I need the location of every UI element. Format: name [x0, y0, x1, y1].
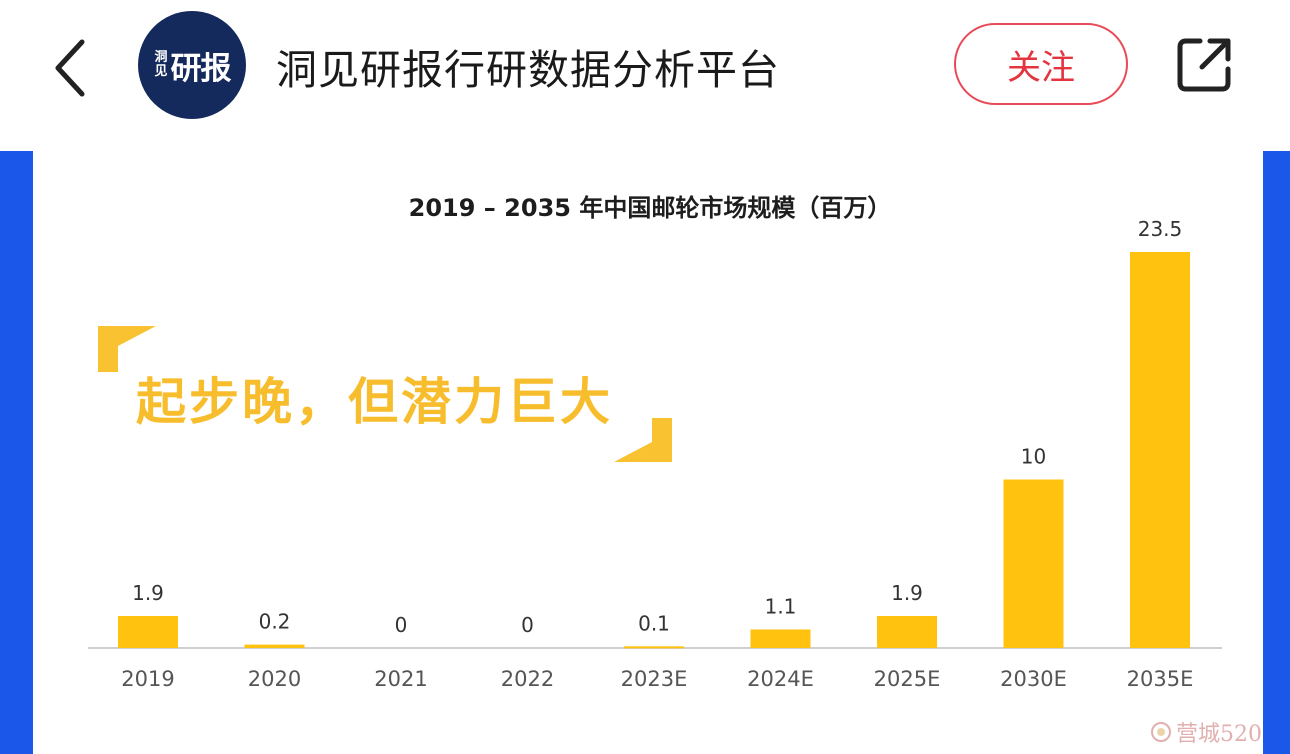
x-tick-2021: 2021 — [374, 667, 427, 691]
x-tick-2024E: 2024E — [747, 667, 814, 691]
share-button[interactable] — [1166, 30, 1242, 100]
corner-top-left-decor — [98, 326, 156, 372]
bar-2024E — [750, 629, 811, 648]
data-label-2030E: 10 — [1021, 444, 1046, 468]
follow-button[interactable]: 关注 — [954, 23, 1128, 105]
bar-2023E — [624, 646, 684, 649]
data-label-2035E: 23.5 — [1138, 217, 1183, 241]
bar-2025E — [877, 615, 937, 648]
avatar-big-text: 研报 — [170, 50, 232, 87]
x-tick-2025E: 2025E — [874, 667, 941, 691]
avatar[interactable]: 洞见 研报 — [138, 11, 246, 119]
bar-2030E — [1003, 479, 1064, 648]
bar-2020 — [244, 644, 305, 648]
x-tick-2022: 2022 — [501, 667, 554, 691]
corner-bottom-right-decor — [614, 418, 672, 462]
watermark-text: 营城520 — [1176, 722, 1262, 747]
x-tick-2019: 2019 — [121, 667, 174, 691]
chart-title: 2019 – 2035 年中国邮轮市场规模（百万） — [408, 194, 892, 222]
bar-2019 — [118, 615, 178, 648]
x-tick-2023E: 2023E — [621, 667, 688, 691]
data-label-2021: 0 — [395, 613, 408, 637]
data-label-2023E: 0.1 — [638, 611, 670, 635]
avatar-small-text: 洞见 — [154, 50, 168, 79]
account-name[interactable]: 洞见研报行研数据分析平台 — [276, 46, 780, 94]
chevron-left-icon — [55, 39, 85, 97]
watermark-logo-icon — [1151, 722, 1171, 742]
right-accent-border — [1263, 151, 1290, 754]
watermark: 营城520 — [1150, 712, 1280, 752]
data-label-2022: 0 — [521, 613, 534, 637]
x-tick-2020: 2020 — [248, 667, 301, 691]
left-accent-border — [0, 151, 33, 754]
data-label-2025E: 1.9 — [891, 581, 923, 605]
data-label-2019: 1.9 — [132, 581, 164, 605]
bar-2035E — [1130, 252, 1190, 648]
slogan-text: 起步晚，但潜力巨大 — [136, 373, 613, 431]
back-button[interactable] — [40, 28, 100, 108]
data-label-2020: 0.2 — [259, 610, 291, 634]
x-tick-2030E: 2030E — [1000, 667, 1067, 691]
share-external-icon — [1177, 38, 1231, 92]
data-label-2024E: 1.1 — [765, 594, 797, 618]
app-header: 洞见 研报 洞见研报行研数据分析平台 关注 — [0, 0, 1290, 130]
x-tick-2035E: 2035E — [1127, 667, 1194, 691]
